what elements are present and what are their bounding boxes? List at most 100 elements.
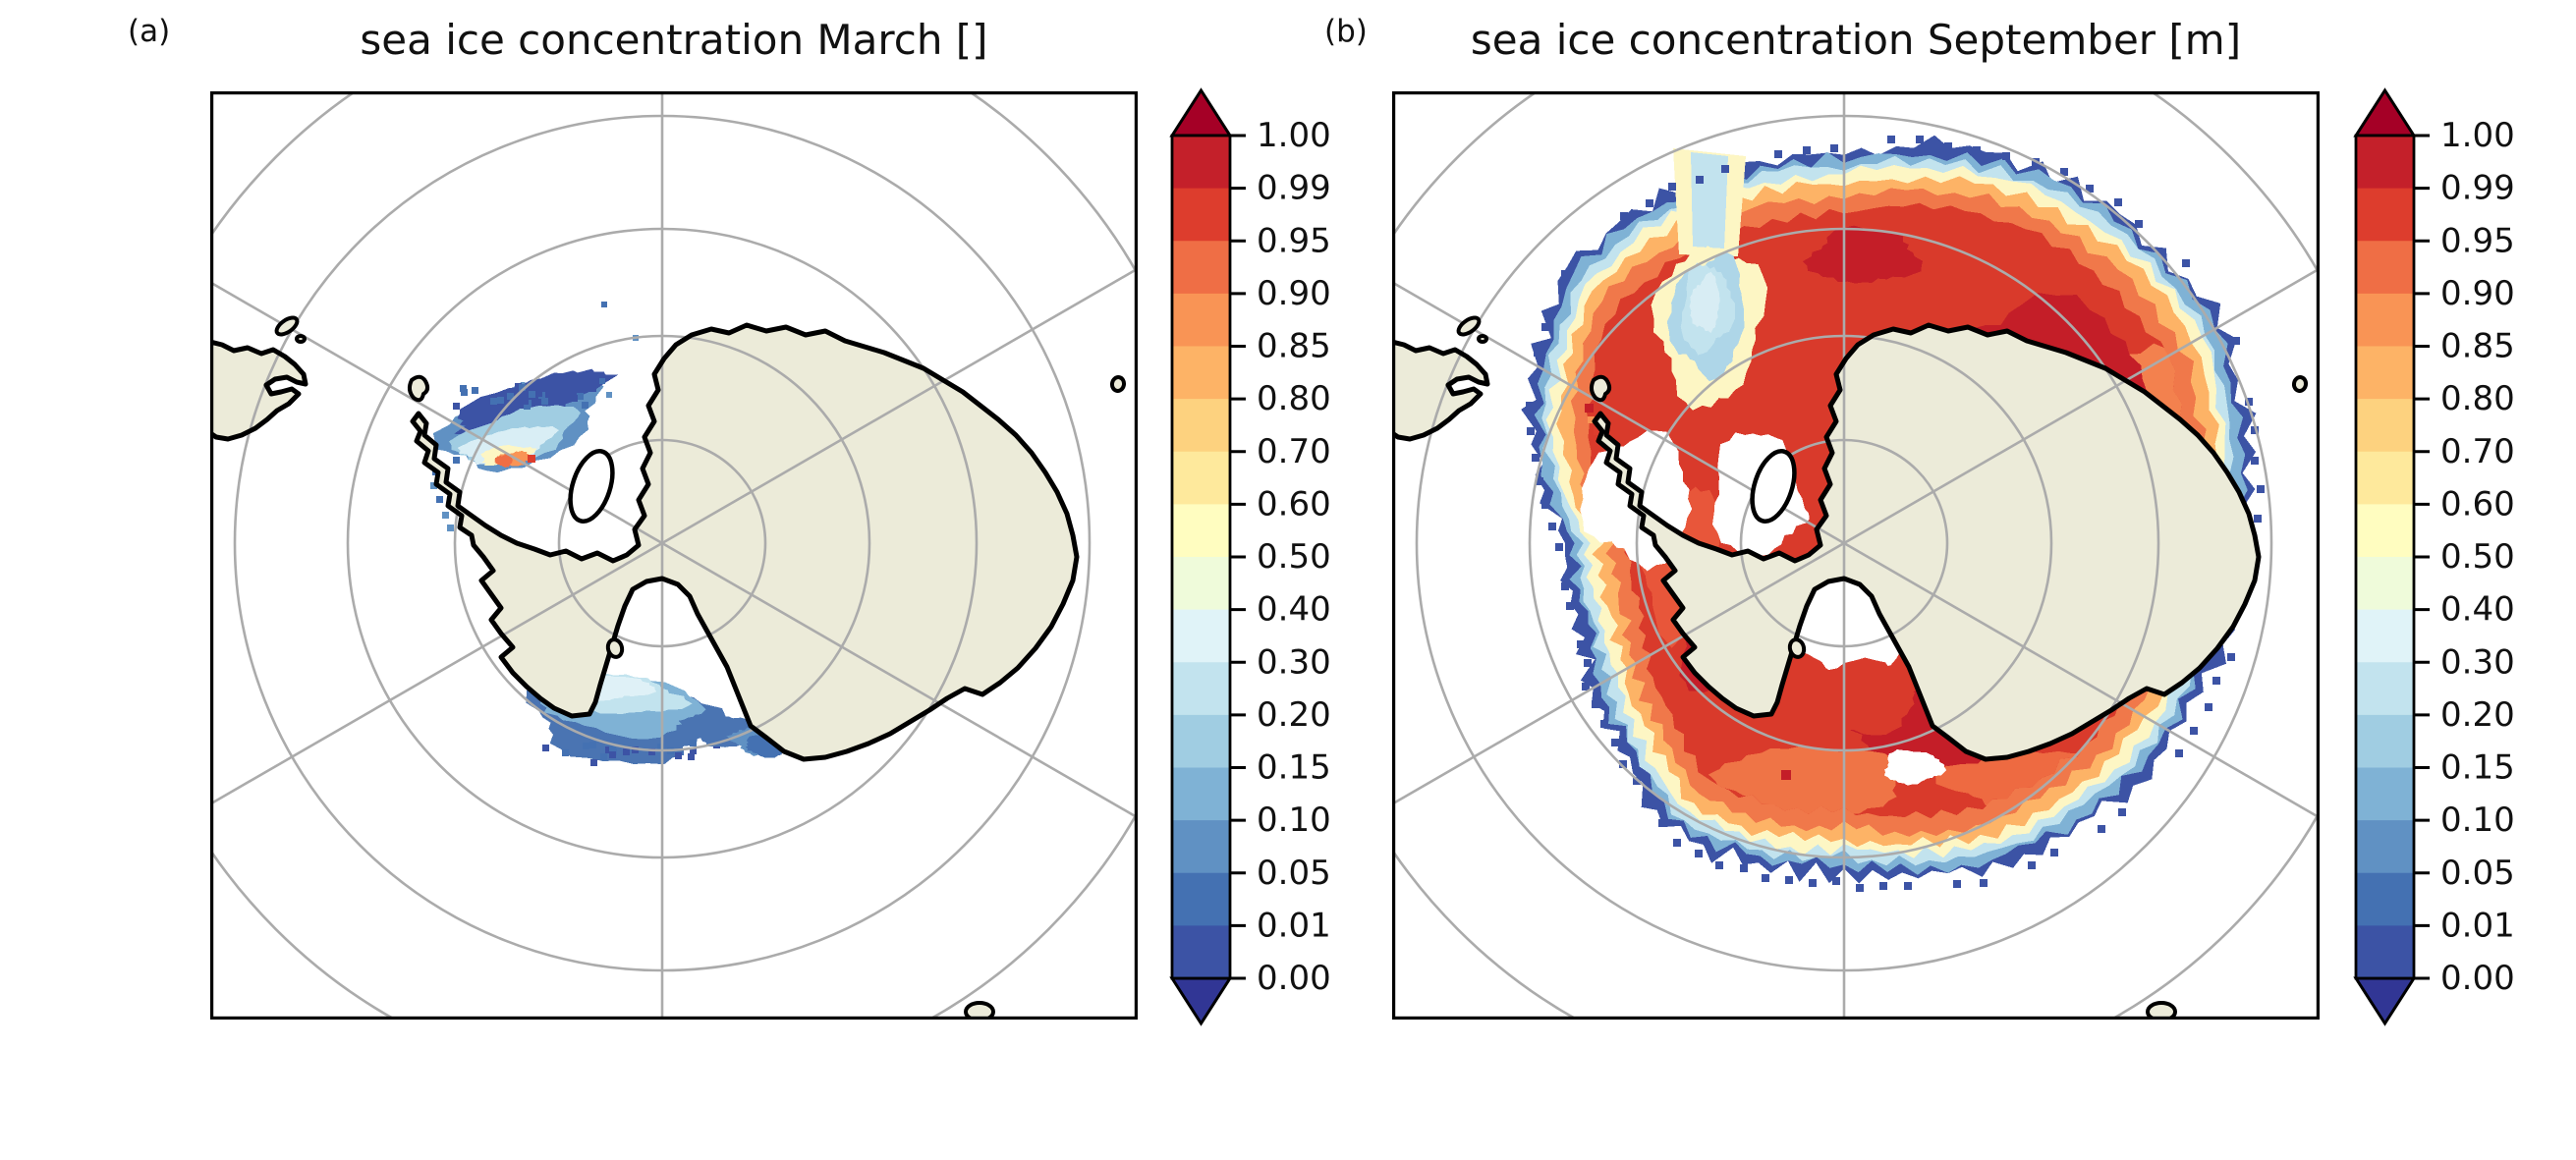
coastline [1392, 322, 2262, 762]
ice-shelf-front-loop [1750, 449, 1797, 524]
colorbar-bin [2356, 136, 2414, 190]
map-svg-september [1392, 91, 2320, 1020]
colorbar-tick-label: 0.40 [2440, 590, 2515, 630]
colorbar-bin [1172, 872, 1230, 926]
island [2291, 375, 2309, 393]
colorbar-bin [1172, 188, 1230, 242]
colorbar-tick-label: 0.85 [1257, 327, 1331, 366]
colorbar-tick-label: 1.00 [2440, 116, 2515, 155]
colorbar-tick-label: 0.01 [1257, 906, 1331, 945]
panel-a-title: sea ice concentration March [] [360, 16, 988, 64]
panel-b-title: sea ice concentration September [m] [1470, 16, 2242, 64]
colorbar-bin [1172, 820, 1230, 874]
colorbar-tick-label: 0.50 [2440, 537, 2515, 577]
colorbar-tick-label: 0.20 [2440, 695, 2515, 735]
colorbar-bin [1172, 399, 1230, 453]
antarctica-land [1595, 325, 2259, 759]
colorbar-tick-label: 1.00 [1257, 116, 1331, 155]
map-panel-march [210, 91, 1138, 1020]
colorbar-bin [2356, 925, 2414, 979]
colorbar-bin [2356, 609, 2414, 663]
colorbar-tick-label: 0.80 [1257, 379, 1331, 418]
colorbar-tick-label: 0.60 [1257, 484, 1331, 524]
colorbar-tick-label: 0.00 [2440, 959, 2515, 998]
colorbar-svg-march: 1.00 0.99 0.95 0.90 0.85 0.80 0.70 0.60 0.50 0.40… [1169, 87, 1331, 1026]
colorbar-tick-label: 0.70 [2440, 432, 2515, 471]
graticule [1392, 91, 2320, 1020]
colorbar-bin [2356, 399, 2414, 453]
sea-ice-patch [1689, 272, 1720, 333]
island [274, 315, 300, 337]
colorbar-bin [2356, 241, 2414, 295]
colorbar-tick-label: 0.30 [1257, 642, 1331, 682]
colorbar-bin [1172, 767, 1230, 821]
colorbar-bin [1172, 557, 1230, 611]
colorbar-tick-label: 0.15 [2440, 748, 2515, 788]
island [1477, 334, 1488, 344]
colorbar-tick-label: 0.00 [1257, 959, 1331, 998]
colorbar-svg-september: 1.00 0.99 0.95 0.90 0.85 0.80 0.70 0.60 0.50 0.40… [2353, 87, 2515, 1026]
south-america-land [1392, 342, 1487, 439]
sea-ice-patch [1884, 749, 1947, 786]
colorbar-bin [2356, 557, 2414, 611]
island [1456, 315, 1482, 337]
ice-shelf-front-loop [568, 449, 615, 524]
colorbar-bin [1172, 925, 1230, 979]
colorbar-tick-label: 0.30 [2440, 642, 2515, 682]
colorbar-tick-label: 0.95 [2440, 221, 2515, 260]
colorbar-tick-label: 0.40 [1257, 590, 1331, 630]
colorbar-tick-label: 0.95 [1257, 221, 1331, 260]
colorbar-bin [1172, 714, 1230, 769]
colorbar-bin [2356, 451, 2414, 505]
colorbar-bin [2356, 188, 2414, 242]
panel-a-label: (a) [128, 14, 171, 49]
map-frame [1392, 91, 2320, 1020]
colorbar-over-arrow [1169, 87, 1233, 138]
colorbar-bin [2356, 504, 2414, 558]
colorbar-tick-label: 0.80 [2440, 379, 2515, 418]
colorbar-over-arrow [2353, 87, 2417, 138]
colorbar-bin [2356, 714, 2414, 769]
south-america-land [210, 342, 306, 439]
colorbar-bin [2356, 820, 2414, 874]
colorbar-tick-label: 0.60 [2440, 484, 2515, 524]
colorbar-tick-label: 0.01 [2440, 906, 2515, 945]
colorbar-bin [2356, 346, 2414, 400]
colorbar-bin [1172, 136, 1230, 190]
island [964, 1001, 995, 1020]
colorbar-bin [1172, 504, 1230, 558]
colorbar-tick-label: 0.10 [1257, 801, 1331, 840]
colorbar-tick-label: 0.20 [1257, 695, 1331, 735]
colorbar-under-arrow [1169, 976, 1233, 1026]
colorbar-tick-label: 0.90 [1257, 274, 1331, 313]
colorbar-tick-label: 0.70 [1257, 432, 1331, 471]
sea-ice-patch [1802, 225, 1923, 284]
antarctica-land [413, 325, 1077, 759]
colorbar-bin [1172, 241, 1230, 295]
island [1109, 375, 1127, 393]
colorbar-tick-label: 0.10 [2440, 801, 2515, 840]
graticule [210, 91, 1138, 1020]
colorbar-bin [2356, 293, 2414, 348]
colorbar-bin [1172, 609, 1230, 663]
colorbar-tick-label: 0.85 [2440, 327, 2515, 366]
colorbar-bin [1172, 662, 1230, 716]
map-svg-march [210, 91, 1138, 1020]
map-panel-september [1392, 91, 2320, 1020]
colorbar-september: 1.00 0.99 0.95 0.90 0.85 0.80 0.70 0.60 0.50 0.40… [2352, 86, 2576, 1078]
colorbar-tick-label: 0.99 [1257, 169, 1331, 208]
island [2146, 1001, 2177, 1020]
colorbar-tick-label: 0.05 [2440, 854, 2515, 893]
colorbar-bin [2356, 662, 2414, 716]
map-frame [210, 91, 1138, 1020]
colorbar-bin [2356, 872, 2414, 926]
colorbar-march: 1.00 0.99 0.95 0.90 0.85 0.80 0.70 0.60 0.50 0.40… [1168, 86, 1414, 1078]
colorbar-tick-label: 0.90 [2440, 274, 2515, 313]
colorbar-tick-label: 0.99 [2440, 169, 2515, 208]
colorbar-bin [1172, 451, 1230, 505]
island [605, 637, 625, 659]
colorbar-tick-label: 0.15 [1257, 748, 1331, 788]
island [295, 334, 307, 344]
coastline [210, 322, 1080, 762]
